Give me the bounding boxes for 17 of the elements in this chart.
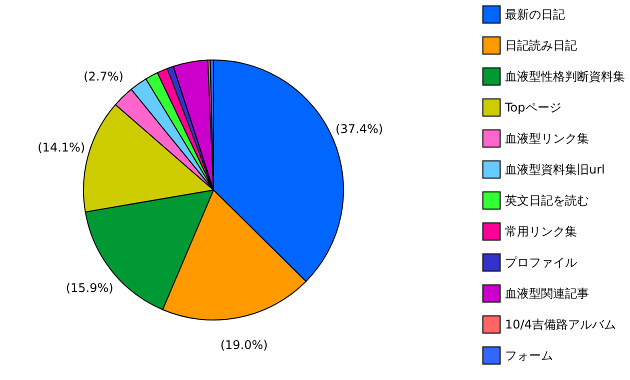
legend-label: Topページ bbox=[504, 100, 562, 114]
legend-label: 最新の日記 bbox=[505, 8, 565, 22]
legend-label: フォーム bbox=[505, 348, 553, 362]
data-label: (19.0%) bbox=[220, 338, 268, 352]
data-label: (2.7%) bbox=[84, 70, 124, 84]
legend-label: 常用リンク集 bbox=[505, 224, 577, 238]
legend-label: 血液型リンク集 bbox=[505, 132, 589, 146]
data-label: (15.9%) bbox=[66, 281, 114, 296]
legend-label: 血液型資料集旧url bbox=[505, 162, 605, 176]
legend-label: 血液型関連記事 bbox=[505, 286, 589, 300]
legend-label: 血液型性格判断資料集 bbox=[505, 70, 625, 84]
legend-label: 10/4吉備路アルバム bbox=[505, 318, 616, 332]
legend-label: 英文日記を読む bbox=[505, 194, 589, 208]
legend-label: 日記読み日記 bbox=[505, 38, 577, 52]
data-label: (14.1%) bbox=[38, 140, 86, 154]
data-label: (37.4%) bbox=[336, 122, 384, 136]
legend-label: プロファイル bbox=[505, 256, 577, 270]
